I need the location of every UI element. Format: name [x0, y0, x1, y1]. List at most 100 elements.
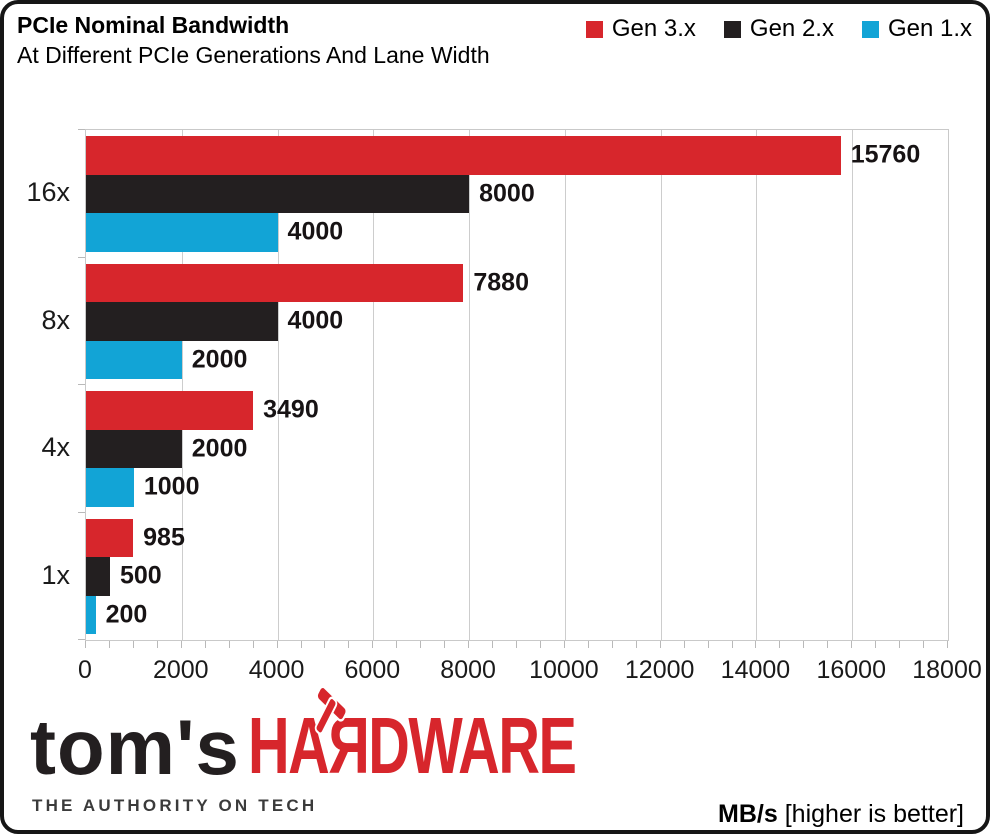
bar-value-label: 4000 — [287, 217, 344, 246]
bar-value-label: 3490 — [263, 395, 319, 424]
legend-item-gen2: Gen 2.x — [723, 15, 834, 43]
unit-qualifier: [higher is better] — [784, 800, 964, 828]
toms-hardware-logo: tom's HA ЯDWARE — [30, 686, 703, 791]
bar — [86, 213, 278, 252]
bar — [86, 302, 278, 341]
chart-subtitle: At Different PCIe Generations And Lane W… — [17, 42, 490, 68]
category-label: 4x — [41, 432, 70, 463]
x-tick-label: 6000 — [344, 656, 401, 684]
x-axis-tick — [492, 641, 494, 648]
gen3-swatch-icon — [585, 20, 603, 38]
unit-note: MB/s [higher is better] — [718, 800, 964, 829]
x-axis-tick — [707, 641, 709, 648]
x-tick-label: 14000 — [720, 656, 791, 684]
gridline — [373, 130, 375, 640]
legend-item-gen1: Gen 1.x — [861, 15, 972, 43]
x-axis-tick — [539, 641, 541, 648]
x-axis-tick — [156, 641, 158, 648]
y-axis-tick — [78, 129, 85, 130]
x-axis-tick — [396, 641, 398, 648]
x-axis-tick — [276, 641, 278, 648]
x-axis-tick — [420, 641, 422, 648]
x-axis-tick — [923, 641, 925, 648]
bar-value-label: 500 — [119, 561, 162, 590]
gridline — [469, 130, 471, 640]
logo-hardware-ha: HA — [247, 701, 330, 790]
x-axis-tick — [611, 641, 613, 648]
category-label: 8x — [41, 304, 70, 335]
category-label: 1x — [41, 559, 70, 590]
x-axis-tick — [516, 641, 517, 648]
x-axis-tick — [348, 641, 350, 648]
gridline — [277, 130, 279, 640]
gridline — [852, 130, 854, 640]
bar — [86, 518, 134, 557]
x-axis-tick — [204, 641, 206, 648]
x-axis-tick — [468, 641, 470, 648]
legend-label-gen1: Gen 1.x — [887, 15, 972, 42]
bar-value-label: 4000 — [287, 306, 344, 335]
y-axis-labels: 16x 8x 4x 1x — [4, 129, 70, 641]
plot-area: 15760 7880 3490 985 8000 4000 2000 500 4000 2000 1… — [85, 129, 949, 641]
category-label: 16x — [26, 177, 70, 208]
x-axis-tick — [899, 641, 901, 648]
x-axis-tick — [228, 641, 230, 648]
gridline — [181, 130, 183, 640]
legend-item-gen3: Gen 3.x — [585, 15, 696, 43]
logo-tagline: THE AUTHORITY ON TECH — [32, 796, 318, 815]
y-axis-tick — [78, 384, 85, 385]
x-axis-tick — [803, 641, 805, 648]
bar-value-label: 8000 — [479, 179, 535, 208]
gen1-swatch-icon — [861, 20, 879, 38]
bar-value-label: 1000 — [143, 472, 200, 501]
x-axis-tick — [252, 641, 254, 648]
x-axis-tick — [300, 641, 302, 648]
legend-label-gen2: Gen 2.x — [749, 15, 834, 42]
bar-value-label: 2000 — [191, 345, 248, 374]
logo-hardware-dware: DWARE — [368, 701, 577, 790]
x-axis-tick — [947, 641, 948, 648]
x-axis-tick — [108, 641, 110, 648]
logo-toms-text: tom's — [30, 703, 240, 791]
bar — [86, 468, 134, 507]
gridline — [564, 130, 566, 640]
unit-label: MB/s — [718, 800, 778, 828]
x-tick-label: 0 — [78, 656, 92, 684]
legend: Gen 3.x Gen 2.x Gen 1.x — [585, 15, 972, 43]
x-axis-tick — [875, 641, 877, 648]
logo-hardware-r: Я — [314, 686, 370, 786]
bar — [86, 391, 254, 430]
logo-hardware-text: HA ЯDWARE — [248, 686, 577, 786]
bar — [86, 595, 96, 634]
bar — [86, 340, 182, 379]
x-axis-tick — [132, 641, 134, 648]
bar — [86, 136, 841, 175]
hammer-icon — [314, 686, 347, 735]
x-axis-tick — [563, 641, 565, 648]
y-axis-tick — [78, 511, 85, 513]
x-tick-label: 18000 — [912, 656, 982, 684]
chart-title: PCIe Nominal Bandwidth — [17, 12, 290, 38]
x-axis-tick — [180, 641, 182, 648]
x-axis-tick-labels: 0 2000 4000 6000 8000 10000 12000 14000 16000 180… — [78, 656, 982, 686]
bar — [86, 174, 470, 213]
y-axis-tick — [78, 256, 85, 258]
bar — [86, 557, 110, 596]
x-axis-tick — [683, 641, 685, 648]
x-axis-tick — [85, 641, 86, 648]
bar-value-label: 15760 — [850, 140, 921, 169]
gridline — [756, 130, 758, 640]
bar-value-label: 7880 — [473, 268, 529, 297]
x-axis-tick — [659, 641, 661, 648]
x-tick-label: 4000 — [248, 656, 305, 684]
x-tick-label: 12000 — [624, 656, 695, 684]
x-axis-tick — [635, 641, 637, 648]
x-axis-tick — [324, 641, 326, 648]
bar-value-label: 200 — [105, 600, 148, 629]
legend-label-gen3: Gen 3.x — [611, 15, 696, 42]
x-axis-tick — [779, 641, 781, 648]
x-axis-ticks — [85, 641, 949, 649]
bar — [86, 429, 182, 468]
bar-value-label: 2000 — [191, 434, 248, 463]
